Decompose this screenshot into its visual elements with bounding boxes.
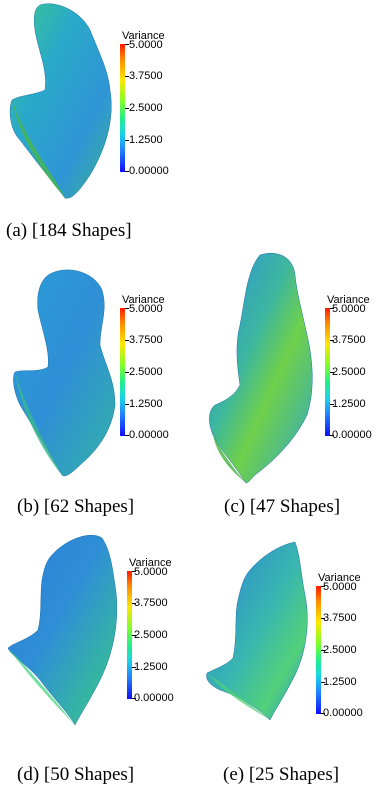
colorbar-tick: 2.5000: [129, 102, 163, 114]
colorbar-tickmark: [132, 667, 136, 668]
colorbar: [316, 586, 321, 714]
colorbar-tickmark: [125, 435, 129, 436]
shape-surface-d: [7, 534, 118, 726]
panel-caption: (d) [50 Shapes]: [17, 764, 135, 785]
panel-caption: (c) [47 Shapes]: [224, 496, 341, 517]
colorbar-tickmark: [330, 308, 334, 309]
colorbar-tickmark: [125, 44, 129, 45]
colorbar-title: Variance: [327, 294, 370, 306]
colorbar-tickmark: [125, 76, 129, 77]
colorbar-tick: 0.00000: [134, 692, 174, 704]
colorbar-tick: 3.7500: [134, 597, 168, 609]
colorbar-tick: 5.0000: [134, 566, 168, 578]
panel-b: Variance 5.0000 3.7500 2.5000 1.2500 0.0…: [0, 265, 195, 530]
colorbar-tickmark: [321, 713, 325, 714]
colorbar-tickmark: [125, 404, 129, 405]
panel-caption: (b) [62 Shapes]: [17, 496, 135, 517]
colorbar-tick: 1.2500: [129, 134, 163, 146]
colorbar-tick: 2.5000: [332, 366, 366, 378]
shape-surface-a: [9, 3, 112, 199]
colorbar-tickmark: [125, 171, 129, 172]
colorbar: [120, 308, 125, 436]
colorbar-tick: 2.5000: [134, 629, 168, 641]
panel-a: Variance 5.0000 3.7500 2.5000 1.2500 0.0…: [0, 0, 190, 250]
colorbar-title: Variance: [122, 30, 165, 42]
colorbar-tickmark: [125, 108, 129, 109]
colorbar-title: Variance: [318, 572, 361, 584]
colorbar-tick: 0.00000: [129, 165, 169, 177]
colorbar-tickmark: [132, 635, 136, 636]
colorbar-tick: 5.0000: [332, 303, 366, 315]
colorbar-tickmark: [125, 308, 129, 309]
colorbar: [127, 571, 132, 699]
colorbar-tickmark: [132, 603, 136, 604]
colorbar-tick: 3.7500: [323, 612, 357, 624]
colorbar-tick: 2.5000: [129, 366, 163, 378]
colorbar-tickmark: [132, 698, 136, 699]
shape-surface-c: [209, 252, 313, 484]
colorbar-tick: 5.0000: [129, 303, 163, 315]
panel-c: Variance 5.0000 3.7500 2.5000 1.2500 0.0…: [195, 250, 385, 530]
colorbar-tickmark: [125, 340, 129, 341]
colorbar: [325, 308, 330, 436]
colorbar: [120, 44, 125, 172]
colorbar-title: Variance: [129, 557, 172, 569]
colorbar-tick: 1.2500: [323, 676, 357, 688]
colorbar-tickmark: [132, 571, 136, 572]
colorbar-tick: 3.7500: [129, 70, 163, 82]
colorbar-tick: 0.00000: [323, 707, 363, 719]
colorbar-tick: 3.7500: [332, 334, 366, 346]
colorbar-tickmark: [330, 340, 334, 341]
colorbar-tickmark: [330, 435, 334, 436]
colorbar-tick: 1.2500: [134, 661, 168, 673]
panel-caption: (a) [184 Shapes]: [6, 220, 132, 241]
shape-surface-e: [206, 541, 308, 721]
colorbar-tickmark: [321, 650, 325, 651]
colorbar-tick: 5.0000: [129, 39, 163, 51]
colorbar-tick: 0.00000: [332, 429, 372, 441]
colorbar-tick: 0.00000: [129, 429, 169, 441]
shape-surface-b: [13, 269, 116, 477]
colorbar-tick: 1.2500: [332, 398, 366, 410]
colorbar-tick: 5.0000: [323, 581, 357, 593]
colorbar-tickmark: [321, 586, 325, 587]
panel-e: Variance 5.0000 3.7500 2.5000 1.2500 0.0…: [195, 530, 385, 792]
colorbar-tickmark: [125, 140, 129, 141]
colorbar-tick: 1.2500: [129, 398, 163, 410]
panel-d: Variance 5.0000 3.7500 2.5000 1.2500 0.0…: [0, 530, 190, 792]
colorbar-tickmark: [330, 372, 334, 373]
colorbar-tick: 3.7500: [129, 334, 163, 346]
panel-caption: (e) [25 Shapes]: [223, 764, 340, 785]
colorbar-tickmark: [321, 618, 325, 619]
colorbar-tick: 2.5000: [323, 644, 357, 656]
colorbar-tickmark: [321, 682, 325, 683]
colorbar-tickmark: [330, 404, 334, 405]
colorbar-tickmark: [125, 372, 129, 373]
colorbar-title: Variance: [122, 294, 165, 306]
